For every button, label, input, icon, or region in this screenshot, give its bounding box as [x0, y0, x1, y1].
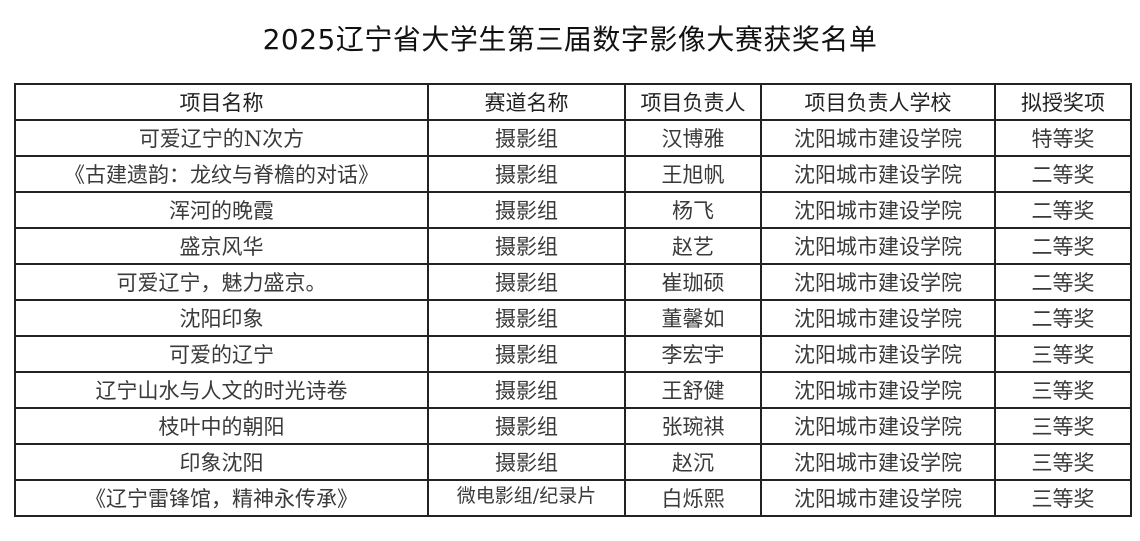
cell-award: 三等奖 [994, 443, 1132, 481]
table-header-row: 项目名称 赛道名称 项目负责人 项目负责人学校 拟授奖项 [14, 83, 1132, 121]
cell-project-leader: 赵沉 [624, 443, 762, 481]
cell-project-leader: 王舒健 [624, 371, 762, 409]
cell-leader-school: 沈阳城市建设学院 [760, 371, 996, 409]
header-project-name: 项目名称 [14, 83, 429, 121]
cell-project-leader: 杨飞 [624, 191, 762, 229]
cell-leader-school: 沈阳城市建设学院 [760, 263, 996, 301]
cell-award: 二等奖 [994, 155, 1132, 193]
cell-project-name: 辽宁山水与人文的时光诗卷 [14, 371, 429, 409]
cell-track-name: 摄影组 [427, 227, 626, 265]
cell-track-name: 摄影组 [427, 335, 626, 373]
table-row: 盛京风华 摄影组 赵艺 沈阳城市建设学院 二等奖 [14, 227, 1132, 265]
cell-project-leader: 崔珈硕 [624, 263, 762, 301]
cell-project-leader: 王旭帆 [624, 155, 762, 193]
cell-track-name: 摄影组 [427, 299, 626, 337]
cell-project-leader: 赵艺 [624, 227, 762, 265]
cell-project-name: 可爱的辽宁 [14, 335, 429, 373]
table-row: 沈阳印象 摄影组 董馨如 沈阳城市建设学院 二等奖 [14, 299, 1132, 337]
cell-track-name: 摄影组 [427, 119, 626, 157]
cell-award: 三等奖 [994, 371, 1132, 409]
cell-project-leader: 张琬祺 [624, 407, 762, 445]
cell-leader-school: 沈阳城市建设学院 [760, 119, 996, 157]
cell-award: 二等奖 [994, 191, 1132, 229]
cell-project-name: 盛京风华 [14, 227, 429, 265]
cell-leader-school: 沈阳城市建设学院 [760, 299, 996, 337]
cell-track-name: 摄影组 [427, 443, 626, 481]
cell-award: 二等奖 [994, 299, 1132, 337]
cell-award: 特等奖 [994, 119, 1132, 157]
cell-project-name: 枝叶中的朝阳 [14, 407, 429, 445]
cell-award: 二等奖 [994, 227, 1132, 265]
cell-project-name: 印象沈阳 [14, 443, 429, 481]
cell-award: 三等奖 [994, 407, 1132, 445]
cell-track-name: 摄影组 [427, 407, 626, 445]
cell-track-name: 摄影组 [427, 191, 626, 229]
cell-project-name: 《辽宁雷锋馆，精神永传承》 [14, 479, 429, 517]
header-track-name: 赛道名称 [427, 83, 626, 121]
table-row: 《辽宁雷锋馆，精神永传承》 微电影组/纪录片 白烁熙 沈阳城市建设学院 三等奖 [14, 479, 1132, 517]
cell-project-leader: 白烁熙 [624, 479, 762, 517]
cell-award: 二等奖 [994, 263, 1132, 301]
award-table: 项目名称 赛道名称 项目负责人 项目负责人学校 拟授奖项 可爱辽宁的N次方 摄影组… [14, 83, 1132, 517]
cell-leader-school: 沈阳城市建设学院 [760, 407, 996, 445]
cell-leader-school: 沈阳城市建设学院 [760, 191, 996, 229]
cell-leader-school: 沈阳城市建设学院 [760, 443, 996, 481]
cell-project-leader: 汉博雅 [624, 119, 762, 157]
table-row: 《古建遗韵：龙纹与脊檐的对话》 摄影组 王旭帆 沈阳城市建设学院 二等奖 [14, 155, 1132, 193]
cell-track-name: 摄影组 [427, 371, 626, 409]
cell-leader-school: 沈阳城市建设学院 [760, 479, 996, 517]
header-project-leader: 项目负责人 [624, 83, 762, 121]
cell-project-leader: 董馨如 [624, 299, 762, 337]
cell-project-name: 《古建遗韵：龙纹与脊檐的对话》 [14, 155, 429, 193]
table-row: 可爱辽宁的N次方 摄影组 汉博雅 沈阳城市建设学院 特等奖 [14, 119, 1132, 157]
cell-project-name: 浑河的晚霞 [14, 191, 429, 229]
cell-track-name: 摄影组 [427, 155, 626, 193]
page-title: 2025辽宁省大学生第三届数字影像大赛获奖名单 [262, 23, 878, 56]
table-row: 印象沈阳 摄影组 赵沉 沈阳城市建设学院 三等奖 [14, 443, 1132, 481]
cell-project-name: 可爱辽宁，魅力盛京。 [14, 263, 429, 301]
table-row: 枝叶中的朝阳 摄影组 张琬祺 沈阳城市建设学院 三等奖 [14, 407, 1132, 445]
cell-leader-school: 沈阳城市建设学院 [760, 227, 996, 265]
cell-project-name: 沈阳印象 [14, 299, 429, 337]
header-award: 拟授奖项 [994, 83, 1132, 121]
cell-project-leader: 李宏宇 [624, 335, 762, 373]
cell-track-name: 微电影组/纪录片 [427, 479, 626, 517]
cell-project-name: 可爱辽宁的N次方 [14, 119, 429, 157]
header-leader-school: 项目负责人学校 [760, 83, 996, 121]
cell-leader-school: 沈阳城市建设学院 [760, 155, 996, 193]
table-row: 可爱的辽宁 摄影组 李宏宇 沈阳城市建设学院 三等奖 [14, 335, 1132, 373]
cell-award: 三等奖 [994, 335, 1132, 373]
table-row: 浑河的晚霞 摄影组 杨飞 沈阳城市建设学院 二等奖 [14, 191, 1132, 229]
table-row: 可爱辽宁，魅力盛京。 摄影组 崔珈硕 沈阳城市建设学院 二等奖 [14, 263, 1132, 301]
cell-leader-school: 沈阳城市建设学院 [760, 335, 996, 373]
cell-track-name: 摄影组 [427, 263, 626, 301]
table-row: 辽宁山水与人文的时光诗卷 摄影组 王舒健 沈阳城市建设学院 三等奖 [14, 371, 1132, 409]
cell-award: 三等奖 [994, 479, 1132, 517]
